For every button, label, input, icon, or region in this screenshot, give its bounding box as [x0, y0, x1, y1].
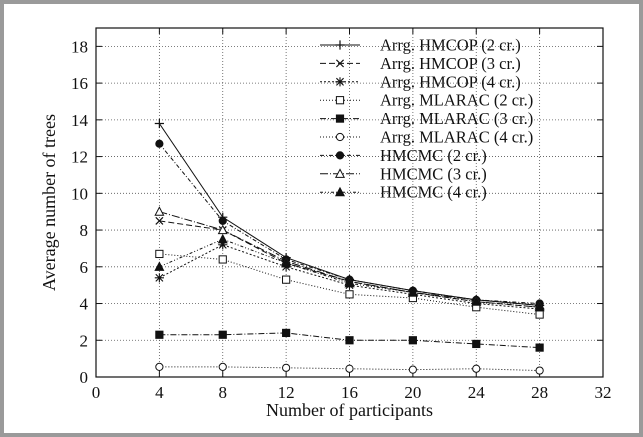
y-axis-label: Average number of trees: [39, 114, 59, 291]
legend-label: Arrg. MLARAC (4 cr.): [380, 128, 533, 147]
data-point-marker: [472, 364, 481, 373]
x-tick-label: 16: [341, 383, 358, 402]
x-axis-label: Number of participants: [266, 400, 433, 420]
y-tick-label: 4: [80, 295, 89, 314]
x-tick-label: 24: [468, 383, 486, 402]
x-tick-label: 8: [219, 383, 228, 402]
data-point-marker: [154, 273, 164, 283]
data-point-marker: [335, 132, 345, 142]
y-tick-label: 16: [71, 74, 88, 93]
data-point-marker: [154, 261, 165, 271]
data-point-marker: [472, 339, 481, 349]
data-point-marker: [335, 114, 345, 123]
legend-label: HMCMC (4 cr.): [380, 183, 487, 202]
data-point-marker: [334, 186, 346, 197]
legend-item: Arrg. MLARAC (3 cr.): [320, 109, 533, 128]
series-5: [155, 328, 544, 352]
data-point-marker: [155, 249, 164, 259]
data-point-marker: [471, 296, 482, 306]
series-9: [154, 233, 545, 312]
data-point-marker: [407, 287, 418, 297]
legend-label: Arrg. HMCOP (2 cr.): [380, 36, 521, 55]
data-point-marker: [155, 139, 164, 148]
y-tick-label: 10: [71, 184, 88, 203]
y-tick-label: 2: [80, 331, 89, 350]
series-6: [155, 362, 544, 375]
data-point-marker: [344, 277, 355, 288]
y-tick-label: 14: [71, 111, 89, 130]
legend-item: Arrg. HMCOP (2 cr.): [320, 36, 521, 55]
legend-item: HMCMC (2 cr.): [320, 146, 487, 165]
series-layer: [154, 118, 545, 375]
data-point-marker: [217, 224, 228, 235]
legend-label: Arrg. HMCOP (3 cr.): [380, 54, 521, 73]
data-point-marker: [335, 40, 345, 50]
data-point-marker: [218, 216, 227, 225]
x-tick-label: 4: [155, 383, 164, 402]
legend-label: HMCMC (2 cr.): [380, 146, 487, 165]
data-point-marker: [155, 362, 164, 371]
data-point-marker: [534, 301, 545, 312]
data-point-marker: [535, 366, 544, 375]
data-point-marker: [335, 77, 345, 87]
data-point-marker: [218, 255, 227, 264]
x-tick-label: 32: [595, 383, 612, 402]
legend-item: HMCMC (4 cr.): [320, 183, 487, 202]
y-tick-label: 0: [80, 368, 89, 387]
legend: Arrg. HMCOP (2 cr.)Arrg. HMCOP (3 cr.)Ar…: [320, 36, 533, 202]
data-point-marker: [154, 118, 164, 129]
data-point-marker: [535, 343, 544, 352]
x-tick-label: 28: [531, 383, 548, 402]
y-tick-label: 12: [71, 148, 88, 167]
y-tick-label: 18: [71, 37, 88, 56]
data-point-marker: [155, 216, 164, 225]
y-tick-label: 6: [80, 258, 89, 277]
x-tick-label: 12: [278, 383, 295, 402]
data-point-marker: [345, 364, 354, 373]
legend-label: HMCMC (3 cr.): [380, 164, 487, 183]
data-point-marker: [408, 336, 417, 345]
legend-label: Arrg. MLARAC (3 cr.): [380, 109, 533, 128]
data-point-marker: [217, 233, 228, 244]
data-point-marker: [218, 362, 227, 371]
data-point-marker: [535, 310, 544, 319]
data-point-marker: [345, 290, 354, 299]
legend-label: Arrg. MLARAC (2 cr.): [380, 91, 533, 110]
data-point-marker: [345, 336, 354, 345]
legend-label: Arrg. HMCOP (4 cr.): [380, 72, 521, 91]
data-point-marker: [335, 96, 345, 105]
x-tick-label: 20: [404, 383, 421, 402]
data-point-marker: [282, 363, 291, 372]
data-point-marker: [218, 330, 227, 339]
legend-item: Arrg. MLARAC (2 cr.): [320, 91, 533, 110]
data-point-marker: [334, 168, 346, 178]
x-tick-label: 0: [92, 383, 101, 402]
data-point-marker: [408, 365, 417, 374]
series-4: [155, 249, 544, 319]
data-point-marker: [335, 151, 345, 160]
legend-item: HMCMC (3 cr.): [320, 164, 487, 183]
data-point-marker: [155, 330, 164, 339]
data-point-marker: [281, 257, 292, 268]
legend-item: Arrg. HMCOP (3 cr.): [320, 54, 521, 73]
data-point-marker: [218, 240, 228, 250]
data-point-marker: [335, 59, 345, 68]
data-point-marker: [282, 275, 291, 284]
legend-item: Arrg. MLARAC (4 cr.): [320, 128, 533, 147]
y-tick-label: 8: [80, 221, 89, 240]
legend-item: Arrg. HMCOP (4 cr.): [320, 72, 521, 91]
data-point-marker: [154, 206, 165, 216]
grid: [96, 28, 603, 377]
data-point-marker: [282, 328, 291, 338]
